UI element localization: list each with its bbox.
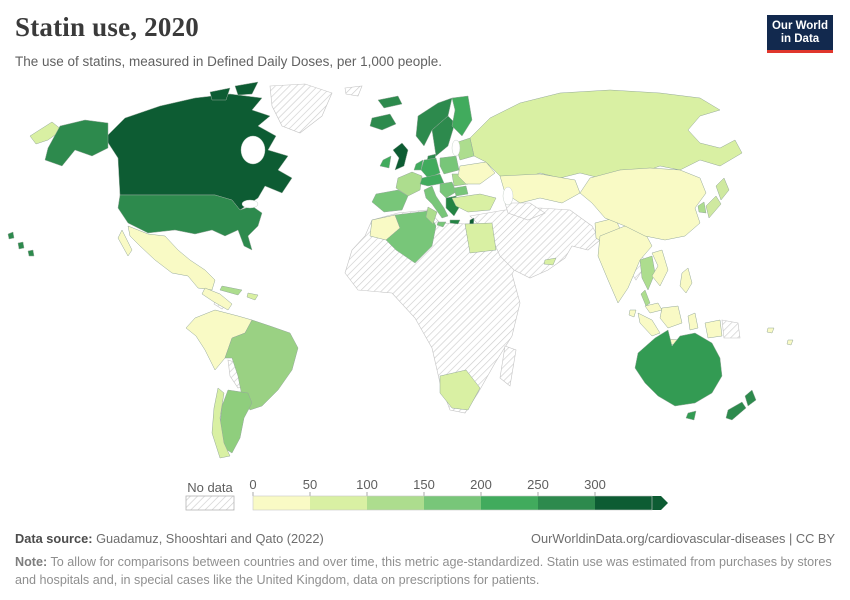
country-papua-new-guinea[interactable] [721,319,741,339]
chart-footer: Data source: Guadamuz, Shooshtari and Qa… [15,531,835,590]
legend-bin-4 [481,496,538,510]
chart-subtitle: The use of statins, measured in Defined … [15,54,442,69]
country-indonesia[interactable] [637,305,723,346]
legend-bin-0 [253,496,310,510]
country-finland[interactable] [451,95,473,137]
colored-regions [7,81,794,459]
great-lakes [241,199,259,209]
region-indochina[interactable] [651,249,669,287]
legend-bin-2 [367,496,424,510]
hudson-bay [240,135,266,165]
country-south-africa[interactable] [439,369,481,411]
country-turkey[interactable] [451,193,497,213]
legend-bin-3 [424,496,481,510]
country-cuba[interactable] [219,285,243,296]
region-balkans[interactable] [439,181,457,199]
country-svalbard-east[interactable] [344,85,363,97]
country-japan[interactable] [705,177,730,219]
country-madagascar[interactable] [499,345,517,387]
country-bulgaria[interactable] [453,185,469,197]
map-legend: No data 0 50 100 150 200 250 300 [185,477,668,511]
country-sweden[interactable] [431,115,456,157]
country-thailand[interactable] [639,255,656,307]
legend-no-data-label: No data [187,480,233,495]
region-central-asia[interactable] [504,202,546,221]
credit-separator: | [789,531,793,546]
country-brazil[interactable] [224,319,299,411]
region-africa-no-data[interactable] [344,209,521,414]
country-greenland[interactable] [269,83,333,134]
legend-bar-outline [252,495,653,511]
data-source-label: Data source: [15,531,93,546]
country-norway[interactable] [377,95,453,147]
country-south-korea[interactable] [697,201,707,214]
country-poland[interactable] [439,155,460,175]
country-australia[interactable] [634,329,723,421]
owid-logo-line2: in Data [780,33,820,45]
country-new-zealand[interactable] [725,389,757,421]
country-iceland[interactable] [369,113,397,131]
owid-logo-line1: Our World [771,20,828,32]
country-mexico[interactable] [117,225,216,291]
country-argentina[interactable] [219,389,253,454]
data-source-text: Guadamuz, Shooshtari and Qato (2022) [96,531,324,546]
legend-no-data-swatch [185,495,235,511]
country-united-kingdom[interactable] [392,142,409,171]
region-middle-east[interactable] [469,207,601,279]
legend-tick-300: 300 [584,477,606,492]
country-philippines[interactable] [679,267,693,294]
country-tunisia[interactable] [425,206,438,225]
country-italy[interactable] [423,185,449,228]
note-text: To allow for comparisons between countri… [15,555,832,588]
region-iberia[interactable] [371,189,409,213]
license-label: CC BY [795,531,835,546]
region-gulf-states[interactable] [543,257,557,266]
country-ireland[interactable] [379,155,392,169]
credit-line: OurWorldinData.org/cardiovascular-diseas… [531,531,835,546]
country-united-states[interactable] [7,119,263,257]
page-title: Statin use, 2020 [15,12,199,42]
note-label: Note: [15,555,48,569]
country-ukraine[interactable] [457,161,496,185]
legend-bin-6 [595,496,652,510]
legend-tick-50: 50 [303,477,317,492]
region-benelux[interactable] [413,159,424,171]
country-canada[interactable] [104,81,293,211]
legend-tick-250: 250 [527,477,549,492]
data-source-line: Data source: Guadamuz, Shooshtari and Qa… [15,531,324,546]
country-sri-lanka[interactable] [628,309,637,318]
note-line: Note: To allow for comparisons between c… [15,553,835,590]
country-egypt[interactable] [464,222,497,254]
region-pacific-islands[interactable] [766,327,794,346]
country-russia[interactable] [29,89,743,181]
no-data-regions [213,83,741,414]
region-central-europe[interactable] [419,173,445,187]
country-china[interactable] [579,167,707,241]
legend-tick-100: 100 [356,477,378,492]
region-central-america[interactable] [201,287,233,311]
caspian-sea [502,186,514,206]
legend-arrow-tip [652,496,668,510]
owid-logo[interactable]: Our World in Data [767,15,833,53]
world-map: No data 0 50 100 150 200 250 300 [7,81,794,511]
legend-tick-0: 0 [249,477,256,492]
region-hispaniola[interactable] [246,292,259,301]
baltic-sea [451,139,461,157]
legend-bin-1 [310,496,367,510]
owid-url-link[interactable]: OurWorldinData.org/cardiovascular-diseas… [531,531,786,546]
country-france[interactable] [395,171,423,197]
legend-tick-200: 200 [470,477,492,492]
legend-tick-150: 150 [413,477,435,492]
country-chile[interactable] [211,387,231,459]
legend-bin-5 [538,496,595,510]
